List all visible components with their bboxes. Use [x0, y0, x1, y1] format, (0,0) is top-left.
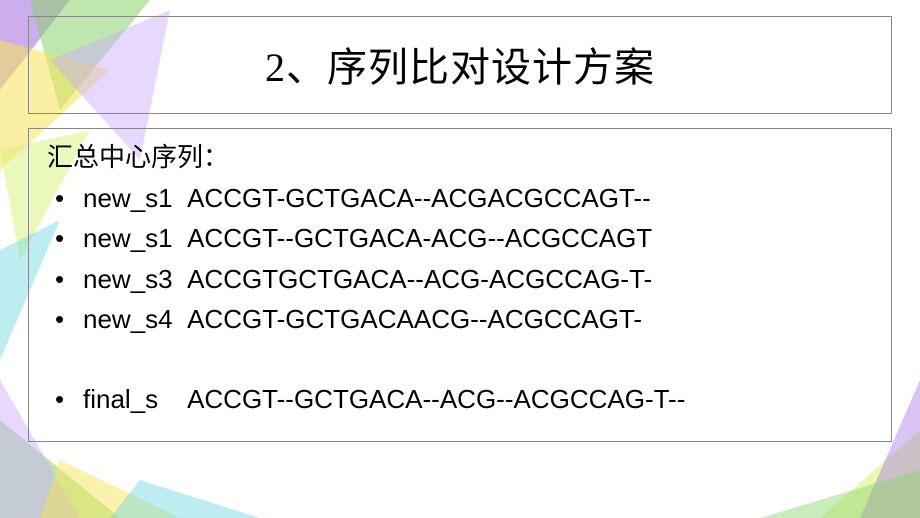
seq-name: new_s3 — [83, 259, 173, 299]
list-item: new_s4 ACCGT-GCTGACAACG--ACGCCAGT- — [55, 299, 873, 339]
list-item-blank — [55, 339, 873, 379]
seq-value: ACCGT-GCTGACAACG--ACGCCAGT- — [187, 299, 642, 339]
title-box: 2、序列比对设计方案 — [28, 16, 892, 114]
list-item-final: final_s ACCGT--GCTGACA--ACG--ACGCCAG-T-- — [55, 379, 873, 419]
content-box: 汇总中心序列： new_s1 ACCGT-GCTGACA--ACGACGCCAG… — [28, 128, 892, 442]
sequence-list: new_s1 ACCGT-GCTGACA--ACGACGCCAGT-- new_… — [47, 178, 873, 419]
seq-name: new_s1 — [83, 178, 173, 218]
list-item: new_s3 ACCGTGCTGACA--ACG-ACGCCAG-T- — [55, 259, 873, 299]
seq-value: ACCGT--GCTGACA--ACG--ACGCCAG-T-- — [187, 379, 685, 419]
seq-name: new_s1 — [83, 218, 173, 258]
seq-name: final_s — [83, 379, 158, 419]
slide-title: 2、序列比对设计方案 — [29, 35, 891, 93]
list-item: new_s1 ACCGT-GCTGACA--ACGACGCCAGT-- — [55, 178, 873, 218]
list-item: new_s1 ACCGT--GCTGACA-ACG--ACGCCAGT — [55, 218, 873, 258]
seq-value: ACCGTGCTGACA--ACG-ACGCCAG-T- — [187, 259, 652, 299]
section-label: 汇总中心序列： — [47, 137, 873, 174]
seq-value: ACCGT-GCTGACA--ACGACGCCAGT-- — [187, 178, 651, 218]
seq-name: new_s4 — [83, 299, 173, 339]
seq-value: ACCGT--GCTGACA-ACG--ACGCCAGT — [187, 218, 652, 258]
slide-content: 2、序列比对设计方案 汇总中心序列： new_s1 ACCGT-GCTGACA-… — [0, 0, 920, 442]
